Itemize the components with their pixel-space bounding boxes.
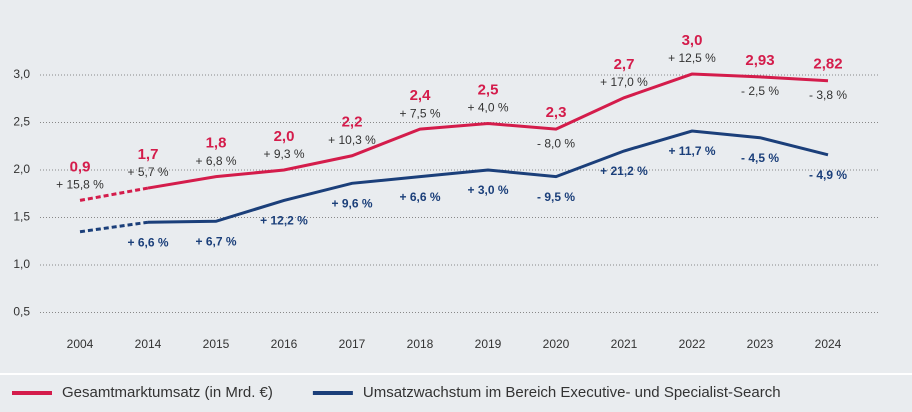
x-tick-label: 2018 [407,337,434,351]
growth-label: - 3,8 % [809,88,847,102]
growth-label: + 4,0 % [467,101,508,115]
line-segment [147,72,829,190]
x-tick-label: 2020 [543,337,570,351]
point-label: 2,82 [813,56,842,73]
growth-label: + 6,8 % [195,154,236,168]
y-tick-label: 2,0 [13,162,30,176]
growth-label: - 4,9 % [809,168,847,182]
growth-label: + 21,2 % [600,164,648,178]
growth-label: + 3,0 % [467,183,508,197]
x-tick-label: 2021 [611,337,638,351]
point-label: 2,2 [342,114,363,131]
point-label: 1,8 [206,135,227,152]
y-tick-label: 2,5 [13,115,30,129]
legend-label: Gesamtmarktumsatz (in Mrd. €) [62,384,273,401]
growth-label: + 10,3 % [328,133,376,147]
growth-label: - 8,0 % [537,136,575,150]
growth-label: + 15,8 % [56,178,104,192]
x-tick-label: 2022 [679,337,706,351]
x-tick-label: 2019 [475,337,502,351]
growth-label: + 9,6 % [331,196,372,210]
x-tick-label: 2023 [747,337,774,351]
x-tick-label: 2015 [203,337,230,351]
point-label: 0,9 [70,158,91,175]
x-tick-label: 2016 [271,337,298,351]
growth-label: - 4,5 % [741,151,779,165]
point-label: 2,93 [745,52,774,69]
growth-label: - 9,5 % [537,190,575,204]
growth-label: + 6,6 % [399,190,440,204]
growth-label: + 9,3 % [263,147,304,161]
point-label: 2,5 [478,81,499,98]
point-label: 2,4 [410,87,432,104]
point-label: 2,7 [614,56,635,73]
y-tick-label: 1,0 [13,257,30,271]
y-tick-label: 3,0 [13,67,30,81]
x-tick-label: 2024 [815,337,842,351]
growth-label: + 5,7 % [127,165,168,179]
growth-label: + 12,5 % [668,51,716,65]
y-tick-label: 1,5 [13,210,30,224]
growth-label: - 2,5 % [741,84,779,98]
growth-label: + 6,7 % [195,234,236,248]
x-tick-label: 2004 [67,337,94,351]
x-tick-label: 2017 [339,337,366,351]
point-label: 3,0 [682,32,703,49]
point-label: 2,0 [274,128,295,145]
point-label: 2,3 [546,104,567,121]
line-segment-dashed [79,220,149,234]
growth-label: + 7,5 % [399,106,440,120]
growth-label: + 6,6 % [127,235,168,249]
growth-label: + 17,0 % [600,75,648,89]
growth-label: + 12,2 % [260,214,308,228]
line-segment-dashed [79,186,149,202]
point-label: 1,7 [138,146,159,163]
x-tick-label: 2014 [135,337,162,351]
growth-label: + 11,7 % [668,144,715,158]
legend-label: Umsatzwachstum im Bereich Executive- und… [363,384,781,401]
y-tick-label: 0,5 [13,305,30,319]
line-segment [147,129,829,224]
